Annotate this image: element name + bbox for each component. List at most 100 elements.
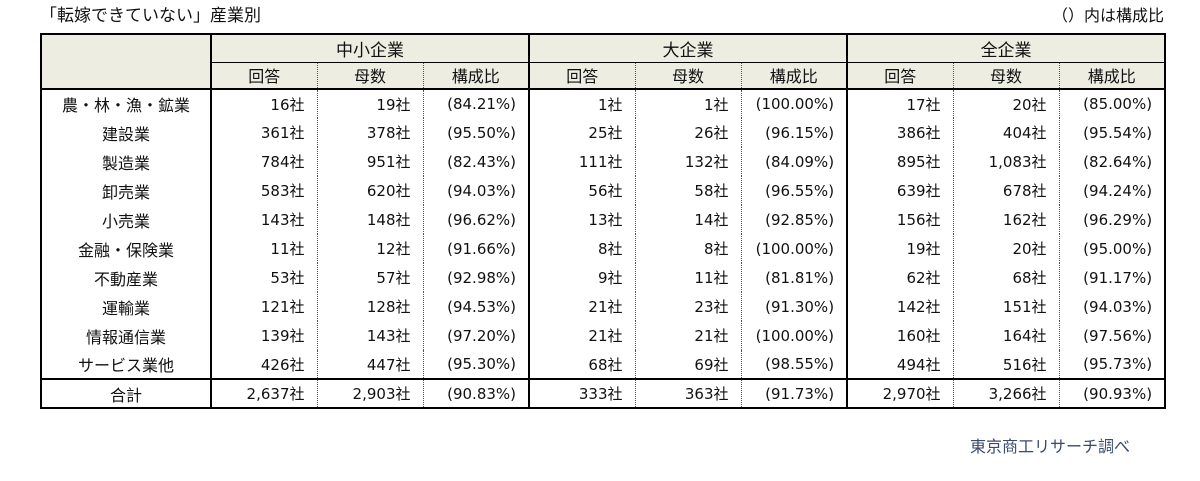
cell-value: 68社 (528, 350, 636, 379)
cell-value: (91.30%) (740, 292, 848, 321)
cell-value: (95.50%) (422, 118, 530, 147)
cell-industry-label: 不動産業 (41, 263, 212, 292)
sub-header-bosu: 母数 (316, 62, 423, 89)
table-row: 運輸業 121社 128社 (94.53%) 21社 23社 (91.30%) 142社 151… (41, 292, 1166, 321)
cell-value: 26社 (634, 118, 742, 147)
cell-value: 128社 (316, 292, 423, 321)
cell-value: (100.00%) (740, 234, 848, 263)
cell-value: (91.17%) (1058, 263, 1166, 292)
table-row: 不動産業 53社 57社 (92.98%) 9社 11社 (81.81%) 62社 68社 (91… (41, 263, 1166, 292)
sub-header-row: 回答 母数 構成比 回答 母数 構成比 回答 母数 構成比 (41, 62, 1166, 89)
sub-header-kaito: 回答 (210, 62, 317, 89)
cell-value: (85.00%) (1058, 89, 1166, 118)
cell-value: 139社 (210, 321, 317, 350)
table-row: サービス業他 426社 447社 (95.30%) 68社 69社 (98.55%) 494社… (41, 350, 1166, 379)
cell-value: 53社 (210, 263, 317, 292)
cell-value: 426社 (210, 350, 317, 379)
cell-value: 784社 (210, 147, 317, 176)
cell-industry-label: サービス業他 (41, 350, 212, 379)
cell-value: 17社 (846, 89, 954, 118)
cell-value: (94.53%) (422, 292, 530, 321)
cell-value: 447社 (316, 350, 423, 379)
table-header: 中小企業 大企業 全企業 回答 母数 構成比 回答 母数 構成比 回答 母数 構… (41, 34, 1166, 89)
cell-industry-label: 卸売業 (41, 176, 212, 205)
cell-value: 361社 (210, 118, 317, 147)
cell-value: (95.73%) (1058, 350, 1166, 379)
cell-value: 11社 (634, 263, 742, 292)
cell-value: (97.56%) (1058, 321, 1166, 350)
table-row: 建設業 361社 378社 (95.50%) 25社 26社 (96.15%) 386社 404… (41, 118, 1166, 147)
cell-value: 68社 (952, 263, 1060, 292)
cell-value: 13社 (528, 205, 636, 234)
sub-header-kouseihi: 構成比 (740, 62, 848, 89)
cell-value: (94.03%) (1058, 292, 1166, 321)
cell-value: (94.03%) (422, 176, 530, 205)
cell-value: 12社 (316, 234, 423, 263)
cell-value: 151社 (952, 292, 1060, 321)
cell-value: (82.64%) (1058, 147, 1166, 176)
cell-value: 19社 (316, 89, 423, 118)
cell-value: 20社 (952, 234, 1060, 263)
cell-value: 583社 (210, 176, 317, 205)
cell-value: (94.24%) (1058, 176, 1166, 205)
cell-value: 19社 (846, 234, 954, 263)
cell-value: 333社 (528, 379, 636, 408)
composition-ratio-note: （）内は構成比 (1051, 6, 1164, 25)
cell-value: (91.73%) (740, 379, 848, 408)
cell-value: (95.30%) (422, 350, 530, 379)
cell-industry-label: 農・林・漁・鉱業 (41, 89, 212, 118)
cell-value: 62社 (846, 263, 954, 292)
group-header-row: 中小企業 大企業 全企業 (41, 34, 1166, 89)
cell-value: 2,637社 (210, 379, 317, 408)
cell-value: 3,266社 (952, 379, 1060, 408)
cell-value: 148社 (316, 205, 423, 234)
cell-industry-label: 情報通信業 (41, 321, 212, 350)
cell-value: 1,083社 (952, 147, 1060, 176)
cell-value: (96.62%) (422, 205, 530, 234)
cell-value: (92.85%) (740, 205, 848, 234)
cell-value: (97.20%) (422, 321, 530, 350)
cell-value: 378社 (316, 118, 423, 147)
cell-industry-label: 合計 (41, 379, 212, 408)
cell-value: 121社 (210, 292, 317, 321)
group-header-all: 全企業 (846, 34, 1166, 63)
cell-value: (100.00%) (740, 89, 848, 118)
cell-value: 56社 (528, 176, 636, 205)
cell-value: 8社 (528, 234, 636, 263)
cell-value: 404社 (952, 118, 1060, 147)
cell-value: (92.98%) (422, 263, 530, 292)
cell-value: 164社 (952, 321, 1060, 350)
cell-value: 57社 (316, 263, 423, 292)
cell-value: 951社 (316, 147, 423, 176)
cell-value: 21社 (634, 321, 742, 350)
corner-cell (41, 34, 212, 89)
cell-value: (84.09%) (740, 147, 848, 176)
cell-value: 895社 (846, 147, 954, 176)
cell-value: 16社 (210, 89, 317, 118)
table-total-row: 合計 2,637社 2,903社 (90.83%) 333社 363社 (91.73%) 2,… (41, 379, 1166, 408)
sub-header-kaito: 回答 (528, 62, 636, 89)
cell-value: (96.29%) (1058, 205, 1166, 234)
cell-value: (81.81%) (740, 263, 848, 292)
table-row: 卸売業 583社 620社 (94.03%) 56社 58社 (96.55%) 639社 678… (41, 176, 1166, 205)
cell-value: 14社 (634, 205, 742, 234)
cell-industry-label: 建設業 (41, 118, 212, 147)
cell-value: 2,970社 (846, 379, 954, 408)
cell-value: 132社 (634, 147, 742, 176)
cell-value: (96.55%) (740, 176, 848, 205)
table-row: 情報通信業 139社 143社 (97.20%) 21社 21社 (100.00%) 160社… (41, 321, 1166, 350)
cell-industry-label: 運輸業 (41, 292, 212, 321)
table-row: 小売業 143社 148社 (96.62%) 13社 14社 (92.85%) 156社 162… (41, 205, 1166, 234)
table-total-body: 合計 2,637社 2,903社 (90.83%) 333社 363社 (91.73%) 2,… (41, 379, 1166, 408)
cell-value: 11社 (210, 234, 317, 263)
cell-value: 58社 (634, 176, 742, 205)
cell-value: 21社 (528, 321, 636, 350)
cell-industry-label: 金融・保険業 (41, 234, 212, 263)
sub-header-bosu: 母数 (634, 62, 742, 89)
cell-value: (90.93%) (1058, 379, 1166, 408)
page-title: 「転嫁できていない」産業別 (40, 6, 261, 26)
table-row: 金融・保険業 11社 12社 (91.66%) 8社 8社 (100.00%) 19社 20社(… (41, 234, 1166, 263)
cell-value: 143社 (210, 205, 317, 234)
sub-header-kouseihi: 構成比 (422, 62, 530, 89)
